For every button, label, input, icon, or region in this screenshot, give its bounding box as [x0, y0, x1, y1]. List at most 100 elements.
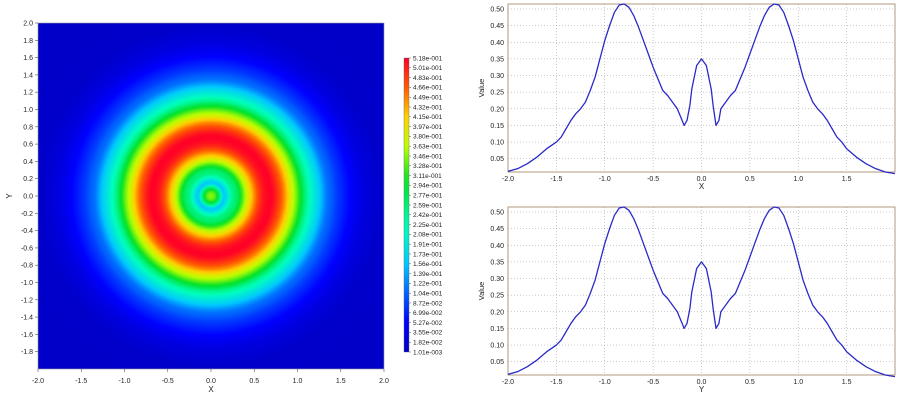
lineplot-y-y-tick-label: 0.35	[490, 259, 504, 266]
lineplot-y-x-tick-label: -1.5	[550, 379, 562, 386]
colorbar-tick-label: 3.46e-001	[413, 153, 443, 160]
lineplot-y-profile: -2.0 -1.5 -1.0 -0.5 0.0 0.5 1.0 1.5 0.50 0.45 0.40…	[477, 206, 896, 394]
lineplot-x-x-tick-label: -2.0	[502, 176, 514, 183]
heatmap-x-axis-label: X	[208, 385, 214, 394]
colorbar-tick-label: 1.91e-001	[413, 242, 443, 249]
lineplot-y-y-tick-label: 0.25	[490, 293, 504, 300]
lineplot-y-y-tick-label: 0.15	[490, 326, 504, 333]
lineplot-y-y-tick-label: 0.40	[490, 243, 504, 250]
lineplot-x-y-tick-label: 0.35	[490, 56, 504, 63]
lineplot-x-x-tick-label: 1.5	[842, 176, 852, 183]
lineplot-x-y-tick-label: 0.45	[490, 23, 504, 30]
colorbar-tick-label: 2.08e-001	[413, 232, 443, 239]
lineplot-y-x-tick-label: 1.5	[842, 379, 852, 386]
heatmap-y-tick-label: 1.4	[23, 72, 33, 79]
heatmap-x-tick-label: 0.0	[206, 378, 216, 385]
colorbar-tick-label: 8.72e-002	[413, 300, 443, 307]
colorbar-tick-label: 1.73e-001	[413, 251, 443, 258]
heatmap-y-tick-label: 0.2	[23, 176, 33, 183]
heatmap-y-tick-label: 0.8	[23, 124, 33, 131]
heatmap-chart: -2.0 -1.5 -1.0 -0.5 0.0 0.5 1.0 1.5 2.0 2.0 1.8 1.6…	[5, 21, 389, 395]
colorbar-tick-label: 2.94e-001	[413, 183, 443, 190]
heatmap-x-tick-label: 0.5	[249, 378, 259, 385]
heatmap-y-tick-label: 1.0	[23, 107, 33, 114]
lineplot-x-series-line	[507, 3, 896, 175]
lineplot-y-x-tick-label: 0.5	[745, 379, 755, 386]
lineplot-y-series-line	[507, 206, 896, 378]
colorbar-tick-label: 4.49e-001	[413, 95, 443, 102]
colorbar-tick-label: 1.82e-002	[413, 340, 443, 347]
heatmap-x-tick-label: -0.5	[162, 378, 174, 385]
heatmap-y-tick-label: 1.8	[23, 38, 33, 45]
lineplot-x-x-tick-label: -1.5	[550, 176, 562, 183]
heatmap-y-tick-label: 2.0	[23, 21, 33, 28]
lineplot-y-y-axis-label: Value	[477, 282, 486, 301]
lineplot-x-y-tick-label: 0.25	[490, 90, 504, 97]
colorbar-tick-label: 4.32e-001	[413, 104, 443, 111]
lineplot-x-y-axis-label: Value	[477, 79, 486, 98]
heatmap-y-tick-label: 0.0	[23, 194, 33, 201]
lineplot-x-x-tick-label: -1.0	[599, 176, 611, 183]
lineplot-y-x-tick-label: -2.0	[502, 379, 514, 386]
colorbar-tick-label: 2.42e-001	[413, 212, 443, 219]
colorbar-tick-label: 1.01e-003	[413, 349, 443, 356]
lineplot-y-y-tick-label: 0.45	[490, 226, 504, 233]
lineplot-y-x-tick-label: 1.0	[793, 379, 803, 386]
heatmap-y-tick-label: -0.6	[21, 245, 33, 252]
colorbar-tick-label: 4.15e-001	[413, 114, 443, 121]
lineplot-x-y-tick-label: 0.10	[490, 140, 504, 147]
colorbar-tick-label: 1.39e-001	[413, 271, 443, 278]
colorbar-tick-label: 5.18e-001	[413, 55, 443, 62]
colorbar-tick-label: 1.04e-001	[413, 291, 443, 298]
colorbar-tick-label: 1.22e-001	[413, 281, 443, 288]
colorbar: 5.18e-001 5.01e-001 4.83e-001 4.66e-001 4.49…	[403, 55, 443, 356]
lineplot-y-y-tick-label: 0.30	[490, 276, 504, 283]
lineplot-x-y-tick-label: 0.20	[490, 106, 504, 113]
lineplot-y-y-tick-label: 0.20	[490, 309, 504, 316]
heatmap-y-tick-label: -1.8	[21, 349, 33, 356]
colorbar-tick-label: 2.59e-001	[413, 202, 443, 209]
heatmap-x-tick-label: -2.0	[32, 378, 44, 385]
lineplot-y-x-tick-label: -1.0	[599, 379, 611, 386]
heatmap-y-axis-label: Y	[5, 193, 14, 199]
colorbar-tick-label: 2.25e-001	[413, 222, 443, 229]
lineplot-x-y-tick-label: 0.15	[490, 123, 504, 130]
colorbar-tick-label: 6.99e-002	[413, 310, 443, 317]
lineplot-x-y-tick-label: 0.50	[490, 6, 504, 13]
heatmap-y-tick-label: -0.8	[21, 263, 33, 270]
lineplot-x-y-tick-label: 0.05	[490, 156, 504, 163]
lineplot-y-x-tick-label: 0.0	[697, 379, 707, 386]
heatmap-y-tick-label: -0.4	[21, 228, 33, 235]
lineplot-y-x-axis-label: Y	[699, 385, 705, 394]
lineplot-x-x-tick-label: 0.5	[745, 176, 755, 183]
lineplot-x-x-tick-label: 0.0	[697, 176, 707, 183]
colorbar-tick-label: 3.11e-001	[413, 173, 442, 180]
lineplot-y-y-tick-label: 0.05	[490, 359, 504, 366]
heatmap-x-tick-label: -1.5	[75, 378, 87, 385]
heatmap-x-tick-label: 1.5	[336, 378, 346, 385]
colorbar-tick-label: 3.63e-001	[413, 144, 443, 151]
colorbar-tick-label: 3.28e-001	[413, 163, 443, 170]
colorbar-tick-label: 4.66e-001	[413, 85, 443, 92]
lineplot-x-x-axis-label: X	[699, 182, 705, 191]
heatmap-y-tick-label: 0.6	[23, 142, 33, 149]
colorbar-tick-label: 3.80e-001	[413, 134, 443, 141]
colorbar-tick-label: 3.97e-001	[413, 124, 443, 131]
heatmap-y-tick-label: -1.2	[21, 297, 33, 304]
heatmap-y-tick-label: -1.4	[21, 315, 33, 322]
lineplot-y-y-tick-label: 0.10	[490, 343, 504, 350]
heatmap-y-tick-label: 1.6	[23, 55, 33, 62]
colorbar-tick-label: 1.56e-001	[413, 261, 443, 268]
lineplot-y-y-tick-label: 0.50	[490, 209, 504, 216]
heatmap-y-tick-label: -0.2	[21, 211, 33, 218]
colorbar-tick-label: 3.55e-002	[413, 330, 443, 337]
heatmap-x-tick-label: 1.0	[293, 378, 303, 385]
colorbar-tick-label: 2.77e-001	[413, 193, 443, 200]
lineplot-x-y-tick-label: 0.40	[490, 40, 504, 47]
heatmap-y-tick-label: -1.0	[21, 280, 33, 287]
heatmap-x-tick-label: 2.0	[379, 378, 389, 385]
colorbar-gradient	[403, 57, 410, 353]
lineplot-y-x-tick-label: -0.5	[647, 379, 659, 386]
